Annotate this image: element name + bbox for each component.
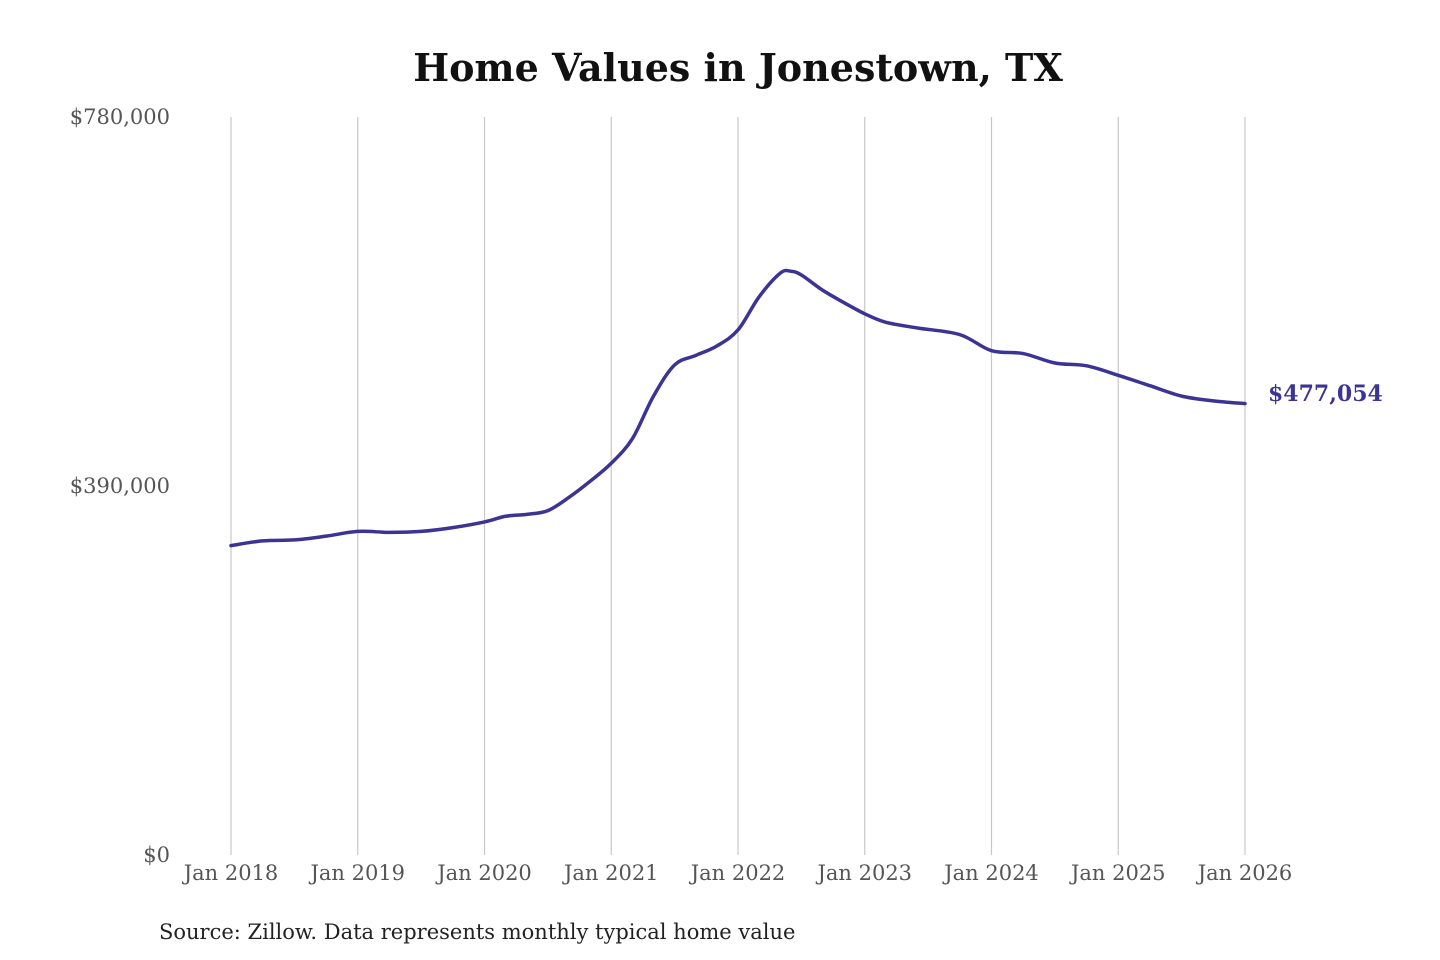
x-tick-label: Jan 2023 <box>815 861 912 885</box>
x-tick-label: Jan 2026 <box>1196 861 1293 885</box>
x-tick-label: Jan 2018 <box>182 861 279 885</box>
y-tick-label: $390,000 <box>70 474 170 498</box>
source-note: Source: Zillow. Data represents monthly … <box>159 920 795 944</box>
x-tick-label: Jan 2022 <box>689 861 786 885</box>
x-tick-label: Jan 2024 <box>942 861 1039 885</box>
y-axis-ticks: $0 $390,000 $780,000 <box>70 105 170 867</box>
x-tick-label: Jan 2020 <box>435 861 532 885</box>
x-tick-label: Jan 2021 <box>562 861 659 885</box>
series-layer <box>229 268 1247 548</box>
x-tick-label: Jan 2019 <box>308 861 405 885</box>
series-line-0 <box>229 268 1247 548</box>
gridlines <box>230 117 1246 855</box>
y-tick-label: $0 <box>143 843 170 867</box>
chart-title: Home Values in Jonestown, TX <box>413 45 1063 90</box>
y-tick-label: $780,000 <box>70 105 170 129</box>
end-value-label: $477,054 <box>1268 381 1383 407</box>
x-axis-ticks: Jan 2018 Jan 2019 Jan 2020 Jan 2021 Jan 2022… <box>182 861 1293 885</box>
x-tick-label: Jan 2025 <box>1069 861 1166 885</box>
